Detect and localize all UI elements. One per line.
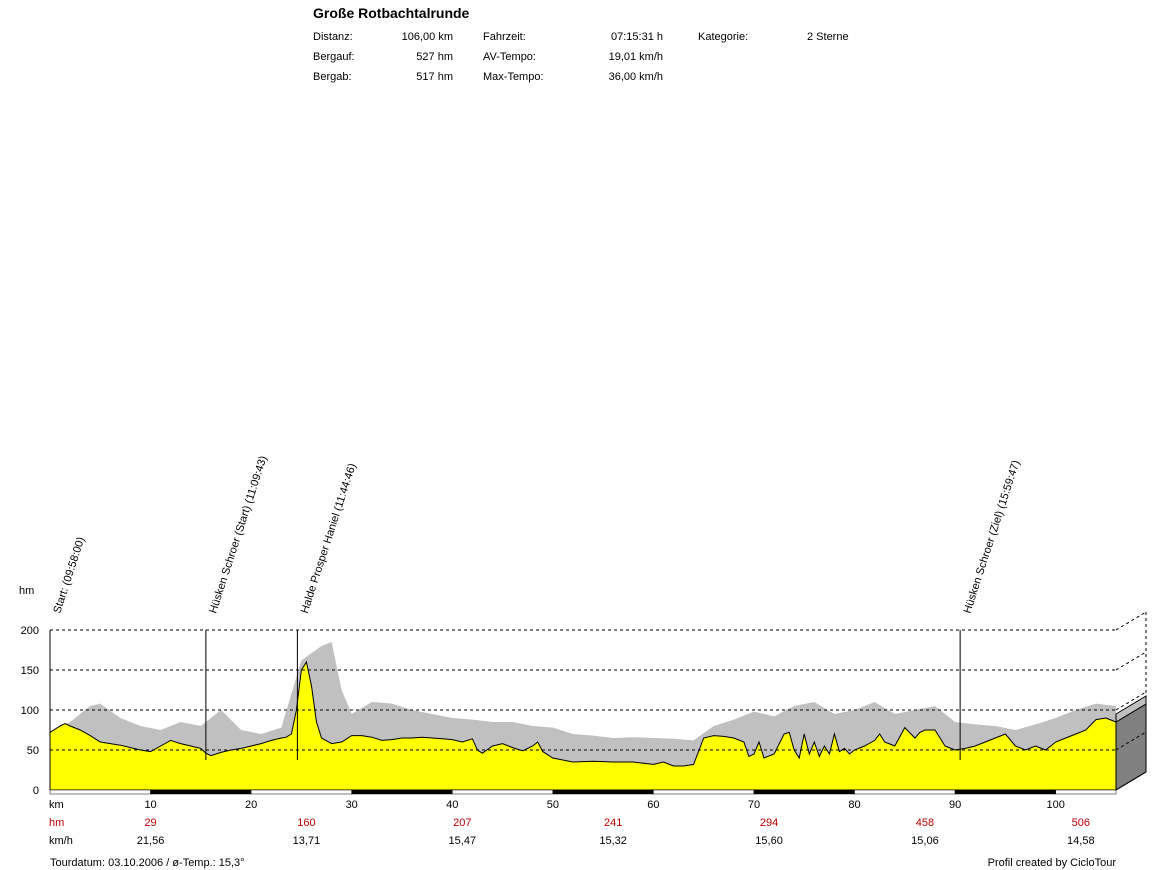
x-tick-label: 40 bbox=[446, 799, 458, 811]
km-scale-segment bbox=[1055, 789, 1117, 795]
maxtempo-value: 36,00 km/h bbox=[608, 71, 663, 83]
grid-3d-line-200 bbox=[1115, 611, 1147, 631]
waypoint-label: Halde Prosper Haniel (11:44:46) bbox=[299, 462, 359, 615]
grid-layer bbox=[50, 611, 1147, 772]
speed-row-value: 13,71 bbox=[293, 835, 321, 847]
grid-3d-line-150 bbox=[1115, 651, 1147, 671]
avtempo-value: 19,01 km/h bbox=[608, 51, 663, 63]
hm-row-value: 294 bbox=[760, 817, 778, 829]
credit-text: Profil created by CicloTour bbox=[987, 857, 1116, 869]
x-tick-label: 80 bbox=[848, 799, 860, 811]
maxtempo-label: Max-Tempo: bbox=[483, 71, 544, 83]
speed-row-value: 15,47 bbox=[449, 835, 477, 847]
axes-layer: hm km hm km/h 0 50 100 150 200 10 20 30 40 50 60 70… bbox=[19, 585, 1147, 847]
bergauf-value: 527 hm bbox=[416, 51, 453, 63]
y-axis-label: hm bbox=[19, 585, 34, 597]
waypoint-label: Start: (09:58:00) bbox=[51, 536, 87, 615]
distanz-value: 106,00 km bbox=[401, 31, 453, 43]
km-scale-segment bbox=[854, 789, 956, 795]
km-scale-segment bbox=[753, 789, 855, 795]
profile-3d-side-layer bbox=[1115, 695, 1147, 791]
y-tick-label: 100 bbox=[21, 705, 39, 717]
speed-row-value: 15,06 bbox=[911, 835, 939, 847]
x-tick-label: 60 bbox=[647, 799, 659, 811]
km-scale-segment bbox=[452, 789, 554, 795]
fahrzeit-value: 07:15:31 h bbox=[611, 31, 663, 43]
x-tick-label: 90 bbox=[949, 799, 961, 811]
waypoint-label: Hüsken Schroer (Ziel) (15:59:47) bbox=[962, 459, 1023, 615]
hm-row-value: 506 bbox=[1072, 817, 1090, 829]
hm-row-value: 458 bbox=[916, 817, 934, 829]
speed-row-label: km/h bbox=[49, 835, 73, 847]
y-tick-label: 0 bbox=[33, 785, 39, 797]
fahrzeit-label: Fahrzeit: bbox=[483, 31, 526, 43]
km-scale-segment bbox=[150, 789, 252, 795]
y-tick-label: 150 bbox=[21, 665, 39, 677]
elevation-area bbox=[50, 662, 1116, 790]
km-scale-segment bbox=[49, 789, 151, 795]
stats-rows-layer: 29 160 207 241 294 458 506 21,56 13,71 15,47 15,32… bbox=[137, 817, 1095, 847]
page-title: Große Rotbachtalrunde bbox=[313, 5, 470, 21]
hm-row-value: 241 bbox=[604, 817, 622, 829]
speed-row-value: 14,58 bbox=[1067, 835, 1095, 847]
x-tick-label: 50 bbox=[547, 799, 559, 811]
bergab-value: 517 hm bbox=[416, 71, 453, 83]
avtempo-label: AV-Tempo: bbox=[483, 51, 536, 63]
km-scale-segment bbox=[552, 789, 654, 795]
y-tick-label: 50 bbox=[27, 745, 39, 757]
tourdatum-text: Tourdatum: 03.10.2006 / ø-Temp.: 15,3° bbox=[50, 857, 245, 869]
km-scale-segment bbox=[954, 789, 1056, 795]
bergauf-label: Bergauf: bbox=[313, 51, 355, 63]
hm-row-value: 160 bbox=[297, 817, 315, 829]
x-tick-label: 10 bbox=[144, 799, 156, 811]
x-axis-3d-line bbox=[1115, 771, 1147, 791]
x-tick-label: 70 bbox=[748, 799, 760, 811]
km-scale-segment bbox=[351, 789, 453, 795]
waypoint-label: Hüsken Schroer (Start) (11:09:43) bbox=[207, 454, 269, 615]
speed-row-value: 15,32 bbox=[599, 835, 627, 847]
x-tick-label: 100 bbox=[1046, 799, 1064, 811]
kategorie-label: Kategorie: bbox=[698, 31, 749, 43]
km-scale-segment bbox=[653, 789, 755, 795]
x-axis-label: km bbox=[49, 799, 64, 811]
bergab-label: Bergab: bbox=[313, 71, 352, 83]
x-tick-label: 20 bbox=[245, 799, 257, 811]
distanz-label: Distanz: bbox=[313, 31, 353, 43]
y-tick-label: 200 bbox=[21, 625, 39, 637]
speed-row-value: 21,56 bbox=[137, 835, 165, 847]
kategorie-value: 2 Sterne bbox=[807, 31, 849, 43]
hm-row-value: 207 bbox=[453, 817, 471, 829]
hm-row-value: 29 bbox=[144, 817, 156, 829]
hm-row-label: hm bbox=[49, 817, 64, 829]
x-tick-label: 30 bbox=[346, 799, 358, 811]
km-scale-segment bbox=[250, 789, 352, 795]
speed-row-value: 15,60 bbox=[755, 835, 783, 847]
